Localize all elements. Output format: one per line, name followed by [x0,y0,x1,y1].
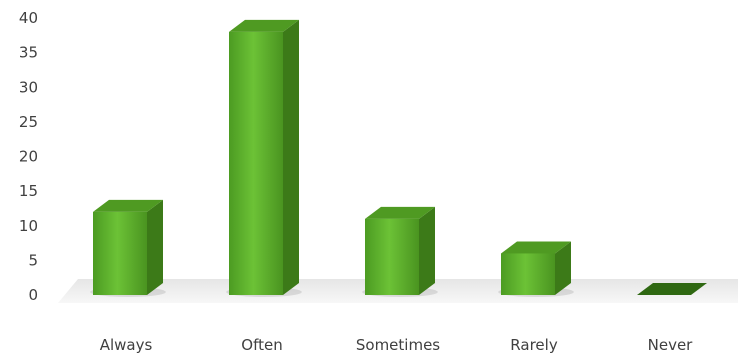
x-category-label: Always [100,336,153,354]
x-category-label: Sometimes [356,336,440,354]
y-tick-label: 5 [28,251,38,269]
bar-front [93,211,147,295]
x-category-label: Often [241,336,282,354]
bars [90,19,707,297]
bar-side [555,241,571,295]
bar-sometimes [362,206,438,297]
y-tick-label: 15 [19,182,38,200]
x-axis: Always Often Sometimes Rarely Never [100,336,693,354]
y-tick-label: 25 [19,113,38,131]
bar-side [419,206,435,295]
y-tick-label: 10 [19,217,38,235]
bar-front [229,31,283,295]
y-axis: 0 5 10 15 20 25 30 35 40 [19,9,38,304]
bar-always [90,199,166,297]
bar-often [226,19,302,297]
bar-top [501,241,571,254]
bar-top [93,199,163,212]
y-tick-label: 0 [28,286,38,304]
bar-never [637,283,707,295]
bar-front [365,218,419,295]
y-tick-label: 40 [19,9,38,27]
y-tick-label: 20 [19,148,38,166]
bar-side [147,199,163,295]
y-tick-label: 35 [19,44,38,62]
x-category-label: Rarely [510,336,558,354]
bar-side [283,19,299,295]
bar-top [229,19,299,32]
bar-top [637,283,707,295]
bar-front [501,253,555,295]
x-category-label: Never [648,336,694,354]
y-tick-label: 30 [19,78,38,96]
bar-rarely [498,241,574,297]
bar-top [365,206,435,219]
